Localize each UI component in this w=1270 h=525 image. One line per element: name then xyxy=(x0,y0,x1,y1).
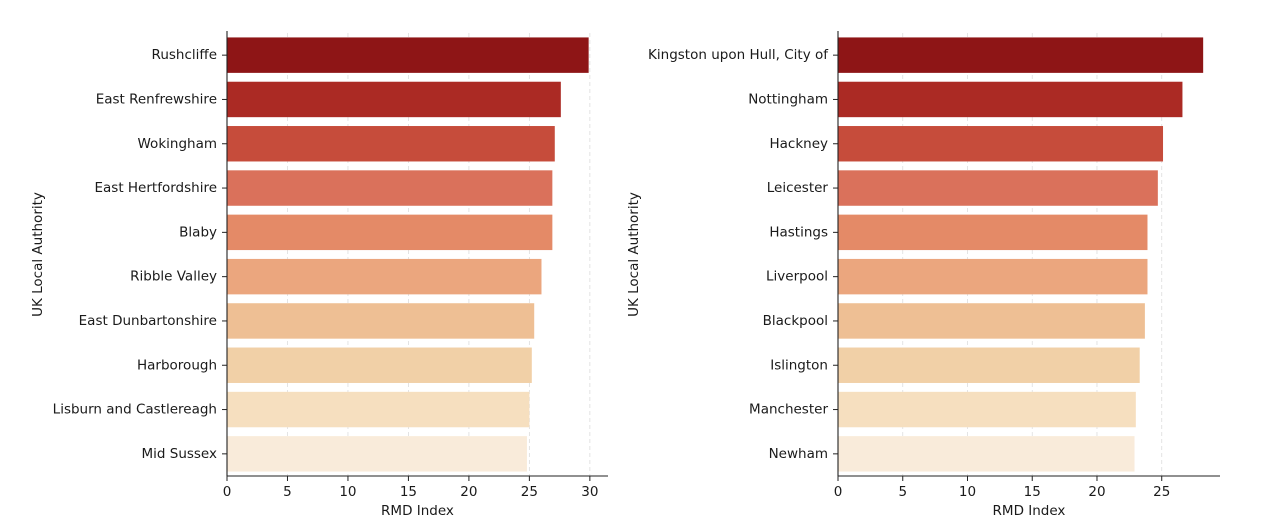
category-label: Nottingham xyxy=(748,91,828,107)
category-label: Blackpool xyxy=(763,313,828,329)
x-axis-title: RMD Index xyxy=(381,503,454,519)
category-label: Islington xyxy=(770,357,828,373)
x-tick-label: 15 xyxy=(1024,484,1041,500)
category-label: Rushcliffe xyxy=(152,47,217,63)
bar xyxy=(227,391,530,428)
category-label: East Hertfordshire xyxy=(94,180,217,196)
category-label: Kingston upon Hull, City of xyxy=(648,47,829,63)
category-label: Newham xyxy=(769,446,828,462)
x-axis-title: RMD Index xyxy=(993,503,1066,519)
bar xyxy=(838,81,1183,118)
bar xyxy=(227,214,553,251)
bar xyxy=(838,391,1136,428)
bar xyxy=(227,37,589,73)
y-axis-title: UK Local Authority xyxy=(30,192,46,317)
bar xyxy=(838,258,1148,295)
category-label: Harborough xyxy=(137,357,217,373)
x-tick-label: 25 xyxy=(1153,484,1170,500)
x-tick-label: 5 xyxy=(898,484,907,500)
category-label: Leicester xyxy=(767,180,829,196)
bar xyxy=(227,436,527,472)
category-label: Mid Sussex xyxy=(141,446,217,462)
x-tick-label: 5 xyxy=(283,484,292,500)
bar xyxy=(227,258,542,295)
bar xyxy=(227,170,553,206)
category-label: Ribble Valley xyxy=(130,269,217,285)
category-label: Hastings xyxy=(769,224,828,240)
chart-panel-2: Kingston upon Hull, City of Nottingham Hac… xyxy=(626,31,1220,519)
x-tick-label: 20 xyxy=(1088,484,1105,500)
category-label: Liverpool xyxy=(766,269,828,285)
y-axis-title: UK Local Authority xyxy=(626,192,642,317)
category-label: Manchester xyxy=(749,402,828,418)
category-label: Blaby xyxy=(179,224,217,240)
bar xyxy=(227,126,555,162)
category-label: East Dunbartonshire xyxy=(79,313,217,329)
bar xyxy=(838,347,1140,383)
category-label: Hackney xyxy=(769,136,828,152)
chart-panel-1: Rushcliffe East Renfrewshire Wokingham East… xyxy=(30,31,608,519)
category-label: East Renfrewshire xyxy=(96,91,217,107)
bar xyxy=(227,347,532,383)
x-tick-label: 15 xyxy=(400,484,417,500)
x-tick-label: 0 xyxy=(834,484,843,500)
bar xyxy=(227,81,561,118)
category-label: Wokingham xyxy=(138,136,218,152)
x-tick-label: 25 xyxy=(521,484,538,500)
bar xyxy=(838,126,1164,162)
x-tick-label: 20 xyxy=(460,484,477,500)
bar xyxy=(838,170,1158,206)
bar xyxy=(838,37,1204,73)
bar xyxy=(838,303,1145,339)
bar xyxy=(838,214,1148,251)
bar xyxy=(838,436,1135,472)
bar xyxy=(227,303,535,339)
category-label: Lisburn and Castlereagh xyxy=(53,402,217,418)
x-tick-label: 10 xyxy=(959,484,976,500)
x-tick-label: 30 xyxy=(581,484,598,500)
x-tick-label: 0 xyxy=(223,484,232,500)
x-tick-label: 10 xyxy=(339,484,356,500)
